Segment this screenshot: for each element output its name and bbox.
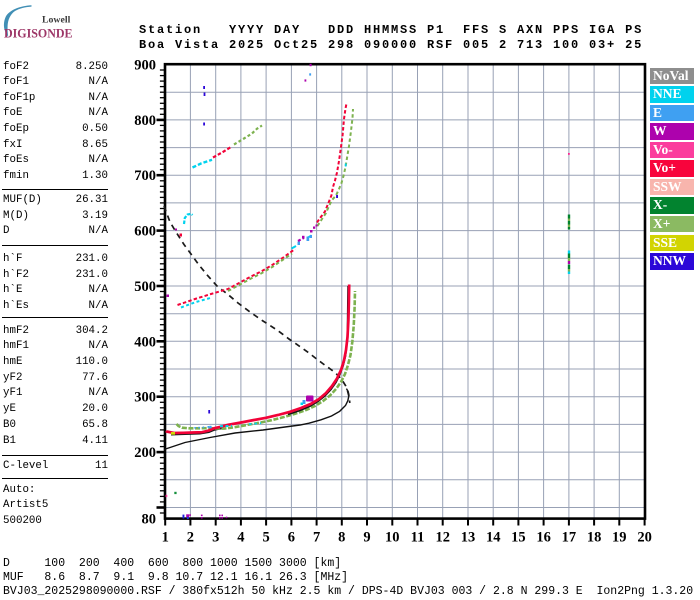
svg-text:1: 1 <box>162 530 169 546</box>
svg-text:11: 11 <box>411 530 425 546</box>
svg-text:19: 19 <box>612 530 627 546</box>
svg-text:15: 15 <box>511 530 526 546</box>
svg-text:14: 14 <box>486 530 501 546</box>
svg-text:700: 700 <box>134 168 156 184</box>
svg-text:10: 10 <box>385 530 400 546</box>
svg-text:400: 400 <box>134 334 156 350</box>
svg-text:200: 200 <box>134 445 156 461</box>
svg-text:4: 4 <box>237 530 244 546</box>
svg-text:13: 13 <box>461 530 476 546</box>
svg-text:18: 18 <box>587 530 602 546</box>
svg-text:600: 600 <box>134 224 156 240</box>
svg-text:800: 800 <box>134 113 156 129</box>
svg-text:5: 5 <box>262 530 269 546</box>
svg-text:80: 80 <box>142 512 157 528</box>
svg-text:2: 2 <box>187 530 194 546</box>
svg-text:17: 17 <box>562 530 577 546</box>
svg-text:900: 900 <box>134 58 156 74</box>
svg-text:3: 3 <box>212 530 219 546</box>
svg-text:12: 12 <box>435 530 450 546</box>
svg-text:8: 8 <box>338 530 345 546</box>
svg-text:16: 16 <box>536 530 551 546</box>
svg-text:Lowell: Lowell <box>42 15 71 26</box>
svg-text:DIGISONDE: DIGISONDE <box>4 26 73 41</box>
svg-text:7: 7 <box>313 530 320 546</box>
svg-text:6: 6 <box>288 530 295 546</box>
svg-text:20: 20 <box>637 530 652 546</box>
svg-text:300: 300 <box>134 390 156 406</box>
svg-text:500: 500 <box>134 279 156 295</box>
svg-text:9: 9 <box>363 530 370 546</box>
